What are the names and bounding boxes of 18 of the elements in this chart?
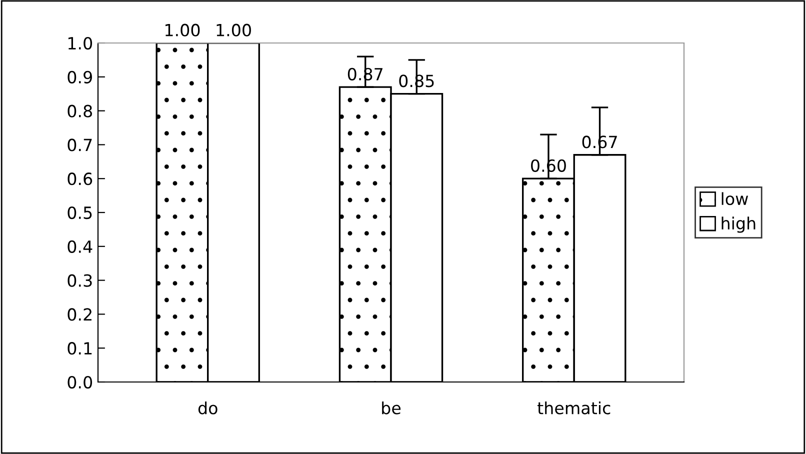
y-tick-label: 1.0: [68, 36, 92, 50]
y-tick-label: 0.4: [68, 240, 92, 253]
x-tick-label: thematic: [538, 401, 610, 414]
y-tick-label: 0.5: [68, 206, 92, 220]
y-tick-label: 0.9: [68, 70, 92, 84]
y-tick-label: 0.2: [68, 308, 92, 321]
y-tick-label: 0.6: [68, 172, 92, 186]
legend-label: high: [722, 216, 756, 233]
y-tick-label: 0.0: [68, 376, 92, 389]
y-tick-label: 0.7: [68, 138, 92, 152]
y-tick-label: 0.3: [68, 274, 92, 287]
data-label: 1.00: [216, 24, 251, 36]
data-label: 1.00: [166, 24, 200, 36]
y-tick-label: 0.1: [68, 342, 92, 355]
legend-label: low: [722, 192, 748, 206]
x-tick-label: be: [382, 401, 401, 414]
y-tick-label: 0.8: [68, 104, 92, 118]
x-tick-label: do: [198, 401, 218, 414]
